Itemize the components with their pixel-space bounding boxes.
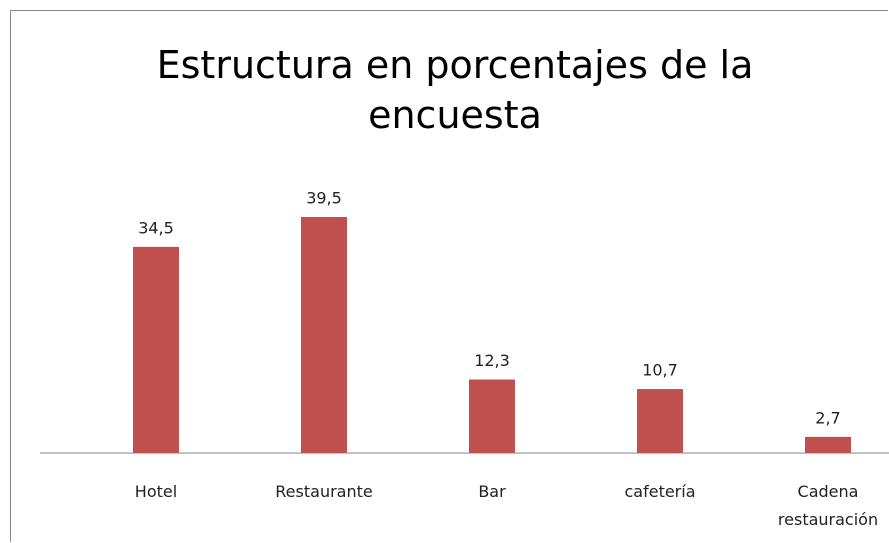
chart-frame	[10, 10, 888, 542]
x-tick-label: cafetería	[624, 482, 696, 501]
bar	[301, 217, 347, 453]
x-tick-label: Restaurante	[275, 482, 373, 501]
data-label: 12,3	[474, 351, 510, 370]
data-label: 2,7	[815, 408, 840, 427]
bar	[133, 246, 179, 453]
bar	[469, 379, 515, 453]
data-label: 34,5	[138, 218, 174, 237]
data-label: 39,5	[306, 189, 342, 208]
data-label: 10,7	[642, 361, 678, 380]
x-tick-label: Cadena restauración	[777, 482, 879, 529]
bar	[805, 436, 851, 453]
x-tick-label: Hotel	[134, 482, 178, 501]
x-tick-label: Bar	[478, 482, 506, 501]
bar	[637, 389, 683, 453]
chart-title: Estructura en porcentajes de la encuesta	[156, 43, 754, 137]
